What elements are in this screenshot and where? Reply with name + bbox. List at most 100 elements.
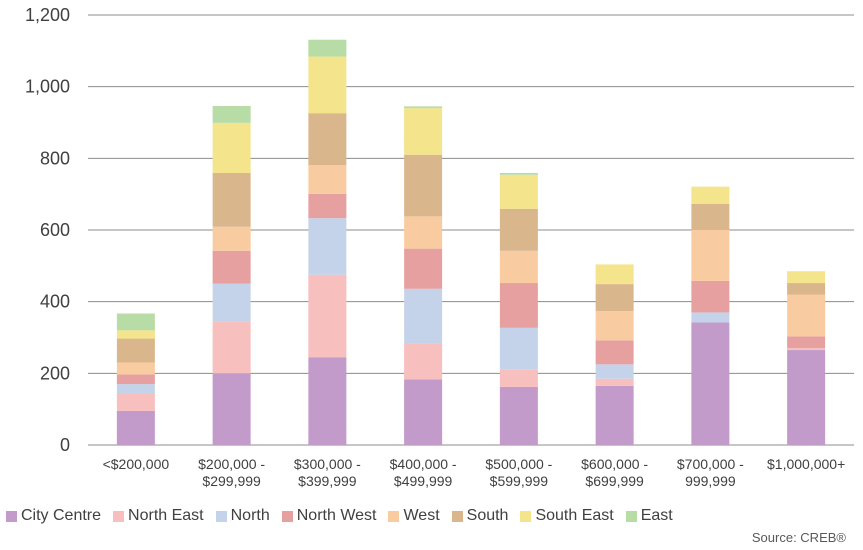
legend-label: City Centre	[21, 507, 102, 524]
x-tick-label: $300,000 -$399,999	[294, 456, 361, 489]
legend-swatch	[388, 510, 400, 522]
legend-swatch	[215, 510, 227, 522]
bar-segment-east	[308, 39, 347, 57]
source-note: Source: CREB®	[751, 530, 846, 545]
bar-segment-south	[595, 284, 634, 311]
bar-segment-city-centre	[212, 373, 251, 445]
bar-segment-west	[499, 250, 538, 284]
legend-label: North West	[296, 507, 377, 524]
x-axis-tick-labels: <$200,000 $200,000 -$299,999 $300,000 -$39…	[103, 456, 846, 489]
bar-segment-north-east	[212, 321, 251, 374]
bar-segment-city-centre	[595, 385, 634, 445]
legend: City Centre North East North North West West…	[6, 507, 685, 525]
bar-segment-west	[691, 229, 730, 281]
legend-swatch	[451, 510, 463, 522]
bar-segment-north-east	[116, 393, 155, 411]
bar-segment-west	[116, 362, 155, 375]
bar-segment-city-centre	[499, 386, 538, 445]
y-tick-label: 600	[40, 220, 70, 240]
bar-segment-south-east	[212, 122, 251, 174]
bar-segment-city-centre	[116, 410, 155, 445]
bar-segment-north-east	[308, 274, 347, 358]
bar-segment-north-west	[499, 283, 538, 328]
bar-segment-north	[595, 364, 634, 379]
bar-segment-north	[691, 312, 730, 323]
y-tick-label: 200	[40, 363, 70, 383]
legend-label: South East	[535, 507, 614, 524]
legend-swatch	[6, 510, 17, 522]
y-tick-label: 0	[60, 435, 70, 455]
bar-segment-north-east	[787, 348, 826, 351]
bar-segment-city-centre	[308, 357, 347, 445]
bar-segment-south	[212, 173, 251, 227]
legend-swatch	[281, 510, 293, 522]
bar-segment-city-centre	[691, 322, 730, 445]
bar-segment-south-east	[404, 108, 443, 155]
bar-segment-north	[499, 327, 538, 370]
x-tick-label: $600,000 -$699,999	[581, 456, 648, 489]
legend-item: North East	[113, 507, 204, 525]
bar-segment-south-east	[595, 264, 634, 285]
bar-segment-south-east	[308, 56, 347, 114]
bar-segment-north-west	[404, 248, 443, 289]
bar-segment-west	[308, 165, 347, 194]
bar-segment-south-east	[691, 186, 730, 204]
bar-segment-city-centre	[404, 379, 443, 445]
bar-segment-north	[308, 218, 347, 275]
bar-segment-north	[212, 283, 251, 322]
x-tick-label: $400,000 -$499,999	[390, 456, 457, 489]
legend-swatch	[520, 510, 532, 522]
bar-segment-north-east	[499, 369, 538, 387]
legend-item: North	[215, 507, 270, 525]
bar-segment-west	[787, 294, 826, 337]
legend-item: East	[625, 507, 673, 525]
legend-label: South	[466, 507, 509, 524]
legend-swatch	[113, 510, 125, 522]
bar-segment-south-east	[787, 271, 826, 284]
bar-segment-north	[116, 384, 155, 394]
legend-item: North West	[281, 507, 377, 525]
legend-label: East	[640, 507, 673, 524]
bar-segment-west	[595, 310, 634, 341]
bar-segment-south	[308, 113, 347, 166]
x-tick-label: $1,000,000+	[767, 456, 845, 472]
bar-segment-north-west	[308, 193, 347, 219]
bar-segment-south	[691, 203, 730, 230]
bars	[116, 39, 826, 445]
bar-segment-north-west	[691, 280, 730, 313]
legend-label: North	[230, 507, 270, 524]
x-tick-label: $700,000 -999,999	[677, 456, 744, 489]
bar-segment-east	[212, 106, 251, 123]
bar-segment-south	[499, 208, 538, 251]
legend-label: North East	[128, 507, 204, 524]
y-tick-label: 1,200	[25, 5, 70, 25]
bar-segment-city-centre	[787, 350, 826, 445]
bar-segment-north-east	[595, 378, 634, 386]
bar-segment-south	[787, 283, 826, 295]
bar-segment-east	[499, 173, 538, 175]
legend-item: City Centre	[6, 507, 101, 525]
bar-segment-north-west	[595, 340, 634, 365]
bar-segment-north-west	[116, 374, 155, 385]
y-axis-tick-labels: 0 200 400 600 800 1,000 1,200	[25, 5, 70, 455]
bar-segment-north-west	[787, 336, 826, 349]
bar-segment-east	[404, 106, 443, 109]
x-tick-label: <$200,000	[103, 456, 170, 472]
y-tick-label: 400	[40, 292, 70, 312]
legend-label: West	[403, 507, 440, 524]
bar-segment-north	[404, 288, 443, 344]
y-tick-label: 800	[40, 148, 70, 168]
bar-segment-south-east	[499, 174, 538, 209]
bar-segment-east	[116, 313, 155, 331]
legend-item: South East	[520, 507, 614, 525]
legend-item: West	[388, 507, 440, 525]
bar-segment-south-east	[116, 330, 155, 339]
x-tick-label: $500,000 -$599,999	[485, 456, 552, 489]
bar-segment-west	[212, 226, 251, 251]
bar-segment-west	[404, 216, 443, 249]
gridlines	[88, 14, 854, 446]
bar-segment-north-west	[212, 250, 251, 284]
legend-item: South	[451, 507, 509, 525]
legend-swatch	[625, 510, 637, 522]
